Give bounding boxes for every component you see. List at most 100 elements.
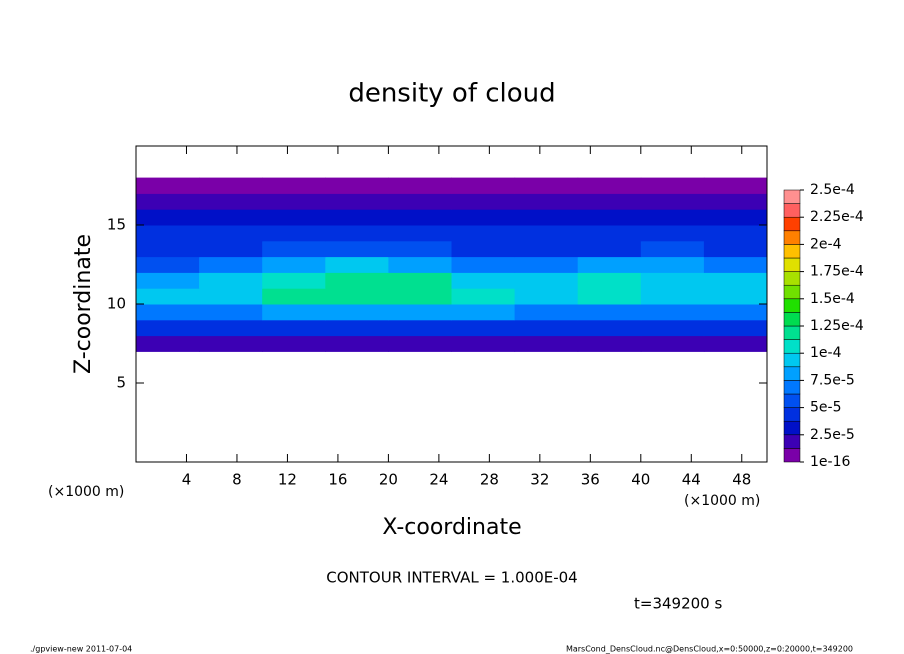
x-unit: (×1000 m)	[48, 484, 124, 500]
colorbar-label: 2.5e-4	[810, 182, 855, 198]
footer: ./gpview-new 2011-07-04	[30, 645, 132, 654]
heat-cell	[577, 225, 642, 242]
heat-cell	[451, 225, 516, 242]
heat-cell	[199, 256, 263, 273]
heat-cell	[262, 319, 326, 337]
y-tick-label: 10	[107, 295, 126, 313]
x-tick-label: 48	[732, 471, 751, 489]
heat-cell	[640, 240, 705, 258]
heat-cell	[262, 240, 326, 258]
heat-cell	[136, 335, 200, 352]
heat-cell	[199, 193, 263, 210]
heat-cell	[199, 240, 263, 258]
heat-cell	[514, 240, 579, 258]
colorbar-box	[783, 420, 801, 436]
heat-cell	[325, 240, 389, 258]
heat-cell	[325, 304, 389, 321]
heat-cell	[577, 240, 642, 258]
heat-cell	[577, 272, 642, 289]
colorbar-box	[783, 325, 801, 340]
heat-cell	[514, 225, 579, 242]
heat-cell	[451, 177, 516, 194]
heat-cell	[514, 177, 579, 194]
heat-cell	[703, 288, 768, 305]
heat-cell	[199, 304, 263, 321]
heat-cell	[136, 256, 200, 273]
heat-cell	[703, 193, 768, 210]
heat-cell	[136, 288, 200, 305]
colorbar-box	[783, 298, 801, 313]
heat-cell	[640, 177, 705, 194]
heat-cell	[577, 209, 642, 226]
x-axis-label: X-coordinate	[382, 515, 521, 540]
colorbar-box	[783, 216, 801, 232]
heat-cell	[703, 225, 768, 242]
heat-cell	[577, 193, 642, 210]
heat-cell	[388, 335, 452, 352]
heat-cell	[514, 335, 579, 352]
colorbar-box	[783, 393, 801, 408]
heat-cell	[388, 209, 452, 226]
heat-cell	[262, 272, 326, 289]
heat-cell	[262, 256, 326, 273]
colorbar-label: 2e-4	[810, 236, 842, 252]
heat-cell	[640, 288, 705, 305]
heat-cell	[514, 209, 579, 226]
colorbar-box	[783, 312, 801, 327]
heat-cell	[703, 256, 768, 273]
heat-cell	[577, 177, 642, 194]
heat-cell	[703, 240, 768, 258]
colorbar-label: 1e-16	[810, 454, 850, 470]
chart-title: density of cloud	[348, 79, 555, 109]
heat-cell	[136, 272, 200, 289]
heat-cell	[199, 335, 263, 352]
x-tick-label: 16	[328, 471, 347, 489]
heat-cell	[136, 304, 200, 321]
x-tick-label: 24	[429, 471, 448, 489]
heat-cell	[703, 319, 768, 337]
heat-cell	[136, 225, 200, 242]
colorbar-label: 2.25e-4	[810, 209, 864, 225]
heat-cell	[577, 304, 642, 321]
x-tick-label: 32	[530, 471, 549, 489]
colorbar-box	[783, 203, 801, 218]
y-tick-label: 5	[116, 374, 126, 392]
colorbar-label: 7.5e-5	[810, 372, 855, 388]
colorbar-label: 1.5e-4	[810, 291, 855, 307]
heat-cell	[199, 319, 263, 337]
heat-cell	[136, 209, 200, 226]
heat-cell	[640, 304, 705, 321]
colorbar-label: 1e-4	[810, 345, 842, 361]
footer: MarsCond_DensCloud.nc@DensCloud,x=0:5000…	[566, 645, 853, 654]
heat-cell	[388, 319, 452, 337]
y-axis-label: Z-coordinate	[71, 234, 96, 374]
heat-cell	[262, 304, 326, 321]
heat-cell	[640, 225, 705, 242]
x-tick-label: 8	[232, 471, 242, 489]
colorbar-box	[783, 339, 801, 354]
x-tick-label: 28	[480, 471, 499, 489]
heat-cell	[514, 256, 579, 273]
colorbar-box	[783, 448, 801, 463]
heat-cell	[136, 193, 200, 210]
heat-cell	[325, 319, 389, 337]
heat-cell	[451, 193, 516, 210]
heat-cell	[199, 209, 263, 226]
heat-cell	[451, 272, 516, 289]
heat-cell	[703, 335, 768, 352]
heat-cell	[703, 177, 768, 194]
heat-cell	[325, 288, 389, 305]
heat-cell	[199, 177, 263, 194]
heat-cell	[514, 193, 579, 210]
heat-cell	[451, 240, 516, 258]
heat-cell	[388, 304, 452, 321]
heat-cell	[703, 272, 768, 289]
heat-cell	[199, 225, 263, 242]
colorbar-box	[783, 230, 801, 245]
heat-cell	[577, 288, 642, 305]
colorbar-box	[783, 434, 801, 449]
x-tick-label: 40	[631, 471, 650, 489]
heat-cell	[325, 225, 389, 242]
colorbar-box	[783, 189, 801, 204]
